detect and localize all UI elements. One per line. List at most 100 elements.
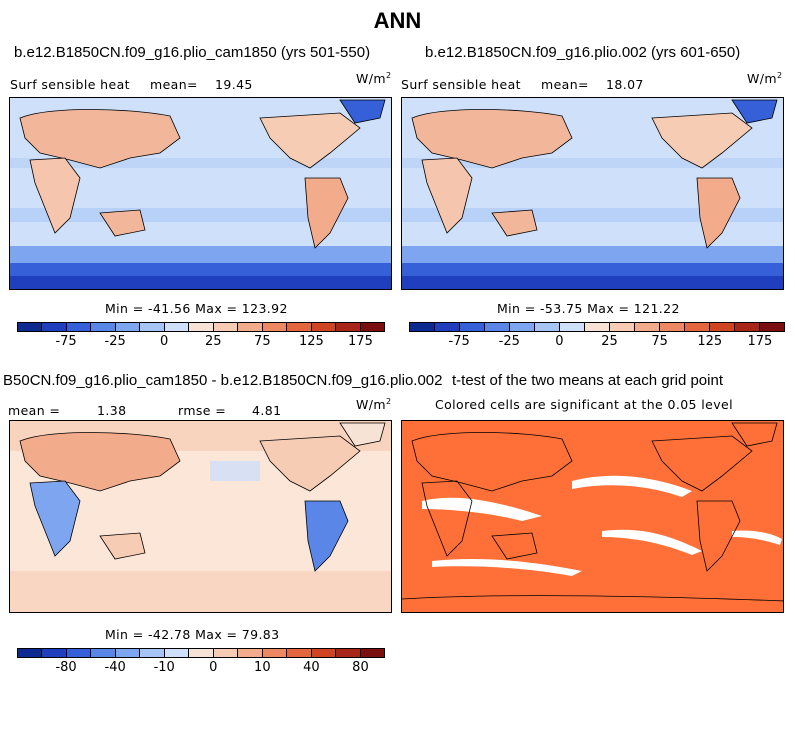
colorbar-swatch [585,323,610,331]
colorbar-swatch [760,323,784,331]
colorbar-swatch [164,649,190,657]
panel4-title: t-test of the two means at each grid poi… [452,372,723,389]
colorbar-swatch [410,323,435,331]
colorbar-swatch [262,323,288,331]
colorbar-swatch [635,323,660,331]
panel3-title: B50CN.f09_g16.plio_cam1850 - b.e12.B1850… [3,372,443,389]
colorbar-swatch [91,323,116,331]
colorbar-swatch [485,323,510,331]
colorbar-swatch [66,649,92,657]
colorbar-swatch [189,323,214,331]
colorbar-tick-label: -10 [153,660,175,675]
colorbar-tick-label: 175 [348,334,373,349]
colorbar-swatch [287,649,312,657]
colorbar-tick-label: -80 [55,660,77,675]
colorbar-tick-label: 0 [160,334,169,349]
panel3-rmse-label: rmse = [178,403,227,418]
colorbar-swatch [685,323,710,331]
greenland-outline [731,422,778,447]
colorbar-tick-label: -75 [55,334,77,349]
greenland [339,422,386,447]
greenland [731,99,778,124]
colorbar-swatch [66,323,92,331]
panel3-mean-value: 1.38 [97,403,127,418]
panel1-map-svg [10,98,391,289]
colorbar-tick-label: 0 [209,660,218,675]
panel1-units: W/m2 [356,71,392,87]
panel2-colorbar [409,322,785,332]
greenland [339,99,386,124]
south-america-outline [696,500,741,572]
panel2-var-label: Surf sensible heat [401,77,521,92]
north-america [259,435,361,492]
panel1-mean-label: mean= [150,77,198,92]
colorbar-swatch [91,649,116,657]
southern-band [10,571,391,612]
africa [29,157,81,234]
colorbar-swatch [213,649,239,657]
colorbar-swatch [213,323,239,331]
colorbar-tick-label: 25 [204,334,222,349]
eurasia [19,109,181,169]
panel1-minmax: Min = -41.56 Max = 123.92 [105,301,288,316]
antarctica [10,276,391,289]
panel2-mean-value: 18.07 [606,77,644,92]
colorbar-swatch [189,649,214,657]
colorbar-tick-label: 0 [555,334,564,349]
colorbar-tick-label: 125 [697,334,723,349]
colorbar-tick-label: -25 [104,334,126,349]
colorbar-swatch [435,323,460,331]
panel1-var-label: Surf sensible heat [10,77,130,92]
panel3-rmse-value: 4.81 [252,403,282,418]
colorbar-swatch [140,649,165,657]
significance-fill [402,421,783,612]
antarctica-outline [402,595,783,602]
panel2-map [401,97,784,290]
north-america [259,112,361,169]
colorbar-swatch [238,323,263,331]
colorbar-swatch [710,323,735,331]
insignificant-area [432,559,582,576]
colorbar-swatch [535,323,560,331]
colorbar-swatch [460,323,485,331]
colorbar-swatch [164,323,190,331]
colorbar-swatch [660,323,685,331]
colorbar-swatch [115,323,141,331]
north-america [651,112,753,169]
insignificant-area [422,497,542,521]
panel2-title: b.e12.B1850CN.f09_g16.plio.002 (yrs 601-… [425,44,741,61]
australia [99,532,146,560]
south-america [304,500,349,572]
colorbar-swatch [610,323,635,331]
africa [29,480,81,557]
colorbar-tick-label: 10 [254,660,271,675]
colorbar-tick-label: 40 [303,660,320,675]
colorbar-tick-label: 80 [352,660,369,675]
colorbar-swatch [336,649,361,657]
panel2-mean-label: mean= [541,77,589,92]
panel3-map [9,420,392,613]
panel1-mean-value: 19.45 [215,77,253,92]
panel2-map-svg [402,98,783,289]
colorbar-swatch [735,323,760,331]
panel1-map [9,97,392,290]
australia [491,209,538,237]
figure-title: ANN [373,8,422,33]
north-america-outline [651,435,753,492]
colorbar-swatch [42,649,67,657]
colorbar-tick-label: -75 [448,334,470,349]
panel3-colorbar [17,648,385,658]
eurasia-outline [411,432,573,492]
colorbar-swatch [560,323,585,331]
band [402,158,783,168]
colorbar-swatch [311,323,337,331]
panel1-title: b.e12.B1850CN.f09_g16.plio_cam1850 (yrs … [14,44,371,61]
panel2-minmax: Min = -53.75 Max = 121.22 [497,301,680,316]
africa-outline [421,480,473,557]
insignificant-area [572,475,692,497]
colorbar-tick-label: -25 [498,334,520,349]
panel3-units: W/m2 [356,397,392,413]
colorbar-tick-label: 75 [254,334,271,349]
colorbar-swatch [18,323,43,331]
colorbar-swatch [311,649,337,657]
